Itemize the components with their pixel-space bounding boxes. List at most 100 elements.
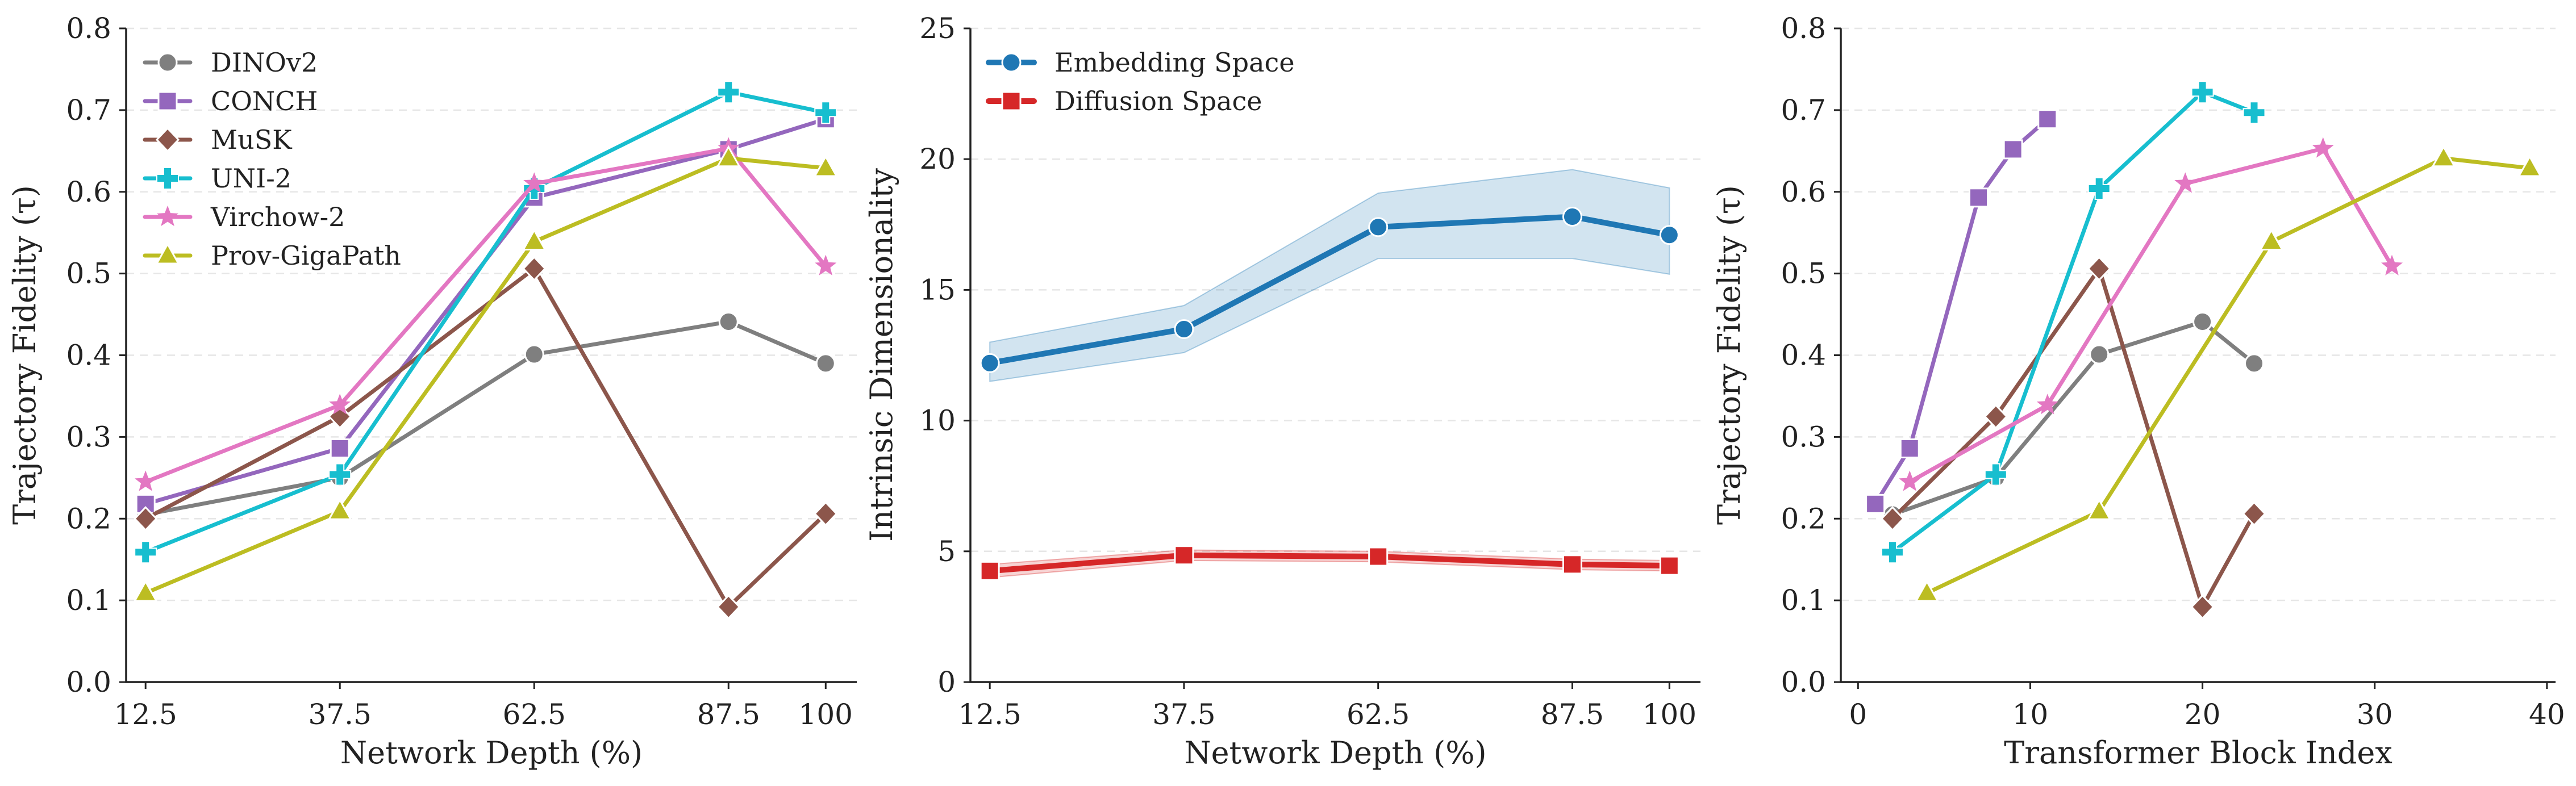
series-dinov2 [135, 312, 836, 525]
x-tick-label: 37.5 [1152, 698, 1215, 731]
series-embedding-space [979, 206, 1679, 373]
data-point-prov-gigapath [327, 498, 352, 520]
data-point-dinov2 [2192, 312, 2213, 332]
data-point-dinov2 [2089, 344, 2110, 365]
legend-marker-musk [155, 127, 180, 153]
y-tick-label: 0.7 [66, 94, 111, 127]
legend-marker-uni-2 [156, 167, 179, 190]
data-point-embedding-space [1659, 225, 1679, 245]
data-point-uni-2 [2087, 177, 2111, 200]
data-point-dinov2 [815, 353, 836, 374]
y-tick-label: 0.2 [66, 502, 111, 535]
series-diffusion-space [979, 545, 1679, 581]
y-axis-label: Intrinsic Dimensionality [864, 168, 899, 542]
data-point-dinov2 [718, 312, 739, 332]
data-point-virchow-2 [2174, 172, 2196, 193]
x-tick-label: 10 [2012, 698, 2049, 731]
legend: Embedding Space Diffusion Space [986, 47, 1295, 116]
x-tick-label: 40 [2529, 698, 2565, 731]
series-uni-2 [134, 81, 837, 564]
chart-panel-3: 0.0 0.1 0.2 0.3 0.4 0.5 0.6 0.7 0.8 0 10 20 30 40 Tran… [1711, 12, 2565, 771]
data-point-conch [1899, 438, 1920, 459]
y-tick-label: 0.7 [1781, 94, 1826, 127]
y-tick-label: 0.6 [66, 175, 111, 208]
data-point-dinov2 [2244, 353, 2265, 374]
data-point-diffusion-space [1368, 546, 1389, 567]
y-tick-label: 0.3 [1781, 420, 1826, 453]
y-tick-label: 0.4 [1781, 339, 1826, 372]
data-point-prov-gigapath [2431, 145, 2456, 168]
axis-spines [969, 28, 1700, 683]
x-tick-label: 20 [2185, 698, 2221, 731]
data-point-musk [2190, 594, 2215, 620]
legend-label-diffusion-space: Diffusion Space [1054, 86, 1262, 116]
data-point-musk [522, 256, 547, 282]
series-musk [1880, 256, 2266, 620]
data-point-virchow-2 [329, 394, 351, 415]
data-point-uni-2 [134, 541, 157, 564]
data-point-prov-gigapath [2259, 228, 2284, 251]
x-tick-label: 0 [1849, 698, 1867, 731]
y-tick-label: 0.3 [66, 420, 111, 453]
data-point-embedding-space [1174, 319, 1194, 339]
data-point-conch [2003, 139, 2023, 160]
legend-marker-diffusion-space [1001, 91, 1022, 111]
data-point-prov-gigapath [813, 154, 838, 177]
data-point-uni-2 [717, 81, 740, 104]
legend-marker-embedding-space [1001, 52, 1022, 73]
legend-label-uni-2: UNI-2 [211, 163, 291, 194]
legend-label-embedding-space: Embedding Space [1054, 47, 1295, 78]
x-axis-label: Network Depth (%) [1184, 735, 1486, 771]
data-point-prov-gigapath [716, 145, 741, 168]
y-tick-label: 0.4 [66, 339, 111, 372]
x-tick-label: 87.5 [1541, 698, 1604, 731]
y-tick-label: 0.6 [1781, 175, 1826, 208]
data-point-virchow-2 [2036, 394, 2058, 415]
axis-spines [125, 28, 857, 683]
series-line-prov-gigapath [1925, 156, 2532, 595]
x-tick-label: 100 [1643, 698, 1697, 731]
data-point-diffusion-space [1562, 554, 1582, 575]
legend-marker-dinov2 [157, 52, 178, 73]
y-tick-label: 0.1 [1781, 584, 1826, 617]
legend-label-prov-gigapath: Prov-GigaPath [211, 240, 401, 271]
y-tick-label: 15 [919, 273, 956, 306]
x-axis-label: Transformer Block Index [2004, 735, 2392, 771]
data-point-embedding-space [1562, 206, 1582, 227]
y-tick-label: 0.1 [66, 584, 111, 617]
data-point-virchow-2 [2381, 254, 2403, 275]
y-tick-label: 25 [919, 12, 956, 45]
y-tick-label: 10 [919, 404, 956, 437]
y-tick-label: 0 [937, 666, 956, 699]
data-point-uni-2 [1881, 541, 1904, 564]
data-point-conch [330, 438, 350, 459]
legend-label-musk: MuSK [211, 124, 293, 155]
x-tick-label: 62.5 [503, 698, 566, 731]
series-conch [1865, 109, 2058, 514]
x-tick-label: 87.5 [697, 698, 760, 731]
y-tick-label: 0.0 [1781, 666, 1826, 699]
legend: DINOv2 CONCH MuSK UNI-2 Virchow-2 Prov-GigaPa… [143, 47, 401, 271]
x-tick-label: 30 [2357, 698, 2393, 731]
series-line-dinov2 [143, 320, 828, 517]
data-point-prov-gigapath [2087, 498, 2112, 520]
data-point-prov-gigapath [2517, 154, 2542, 177]
data-point-musk [2242, 501, 2266, 526]
data-point-embedding-space [979, 353, 1000, 373]
x-tick-label: 62.5 [1347, 698, 1410, 731]
y-tick-label: 0.0 [66, 666, 111, 699]
data-point-diffusion-space [1659, 555, 1679, 576]
data-point-musk [2087, 256, 2111, 282]
y-tick-label: 0.8 [66, 12, 111, 45]
data-point-diffusion-space [1174, 545, 1194, 566]
data-point-musk [814, 501, 838, 526]
x-tick-label: 37.5 [309, 698, 372, 731]
data-point-virchow-2 [135, 470, 157, 491]
y-axis-label: Trajectory Fidelity (τ) [7, 185, 43, 525]
data-point-prov-gigapath [133, 580, 158, 602]
data-point-diffusion-space [979, 561, 1000, 581]
y-tick-label: 5 [937, 535, 956, 568]
series-virchow-2 [1899, 137, 2403, 491]
legend-label-virchow-2: Virchow-2 [210, 202, 345, 232]
data-point-virchow-2 [2312, 137, 2334, 158]
